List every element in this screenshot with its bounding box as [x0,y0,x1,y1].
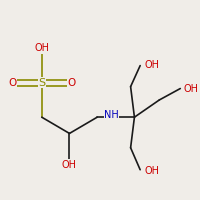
Text: OH: OH [145,60,160,70]
Text: S: S [38,78,45,88]
Text: OH: OH [183,84,198,94]
Text: OH: OH [145,166,160,176]
Text: OH: OH [34,43,49,53]
Text: O: O [67,78,76,88]
Text: NH: NH [104,110,119,120]
Text: OH: OH [62,160,77,170]
Text: O: O [8,78,16,88]
